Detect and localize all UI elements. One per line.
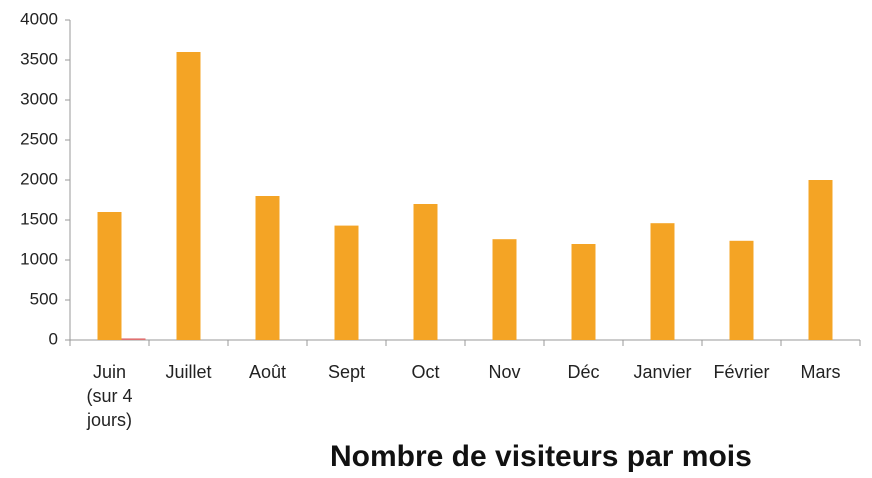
- bar: [571, 244, 596, 340]
- bar: [492, 239, 517, 340]
- bar: [176, 52, 201, 340]
- y-tick-label: 500: [30, 289, 58, 308]
- bar: [255, 196, 280, 340]
- y-tick-label: 3500: [20, 49, 58, 68]
- x-tick-label: Nov: [488, 362, 521, 382]
- bar: [334, 225, 359, 340]
- y-tick-label: 3000: [20, 89, 58, 108]
- y-tick-label: 4000: [20, 9, 58, 28]
- y-tick-label: 2500: [20, 129, 58, 148]
- bar: [650, 223, 675, 340]
- bar: [97, 212, 122, 340]
- bar: [729, 240, 754, 340]
- bar: [121, 338, 146, 340]
- bar: [808, 180, 833, 340]
- x-tick-label: Juin (sur 4 jours): [86, 362, 133, 430]
- chart-title: Nombre de visiteurs par mois: [330, 440, 752, 473]
- x-tick-label: Oct: [411, 362, 440, 382]
- y-tick-label: 1500: [20, 209, 58, 228]
- x-tick-label: Février: [713, 362, 770, 382]
- x-tick-label: Août: [248, 362, 287, 382]
- x-tick-label: Juillet: [165, 362, 212, 382]
- bar: [413, 204, 438, 340]
- x-tick-label: Janvier: [633, 362, 692, 382]
- y-tick-label: 1000: [20, 249, 58, 268]
- x-tick-label: Mars: [800, 362, 841, 382]
- y-tick-label: 0: [49, 329, 58, 348]
- y-tick-label: 2000: [20, 169, 58, 188]
- x-tick-label: Déc: [567, 362, 600, 382]
- x-tick-label: Sept: [327, 362, 366, 382]
